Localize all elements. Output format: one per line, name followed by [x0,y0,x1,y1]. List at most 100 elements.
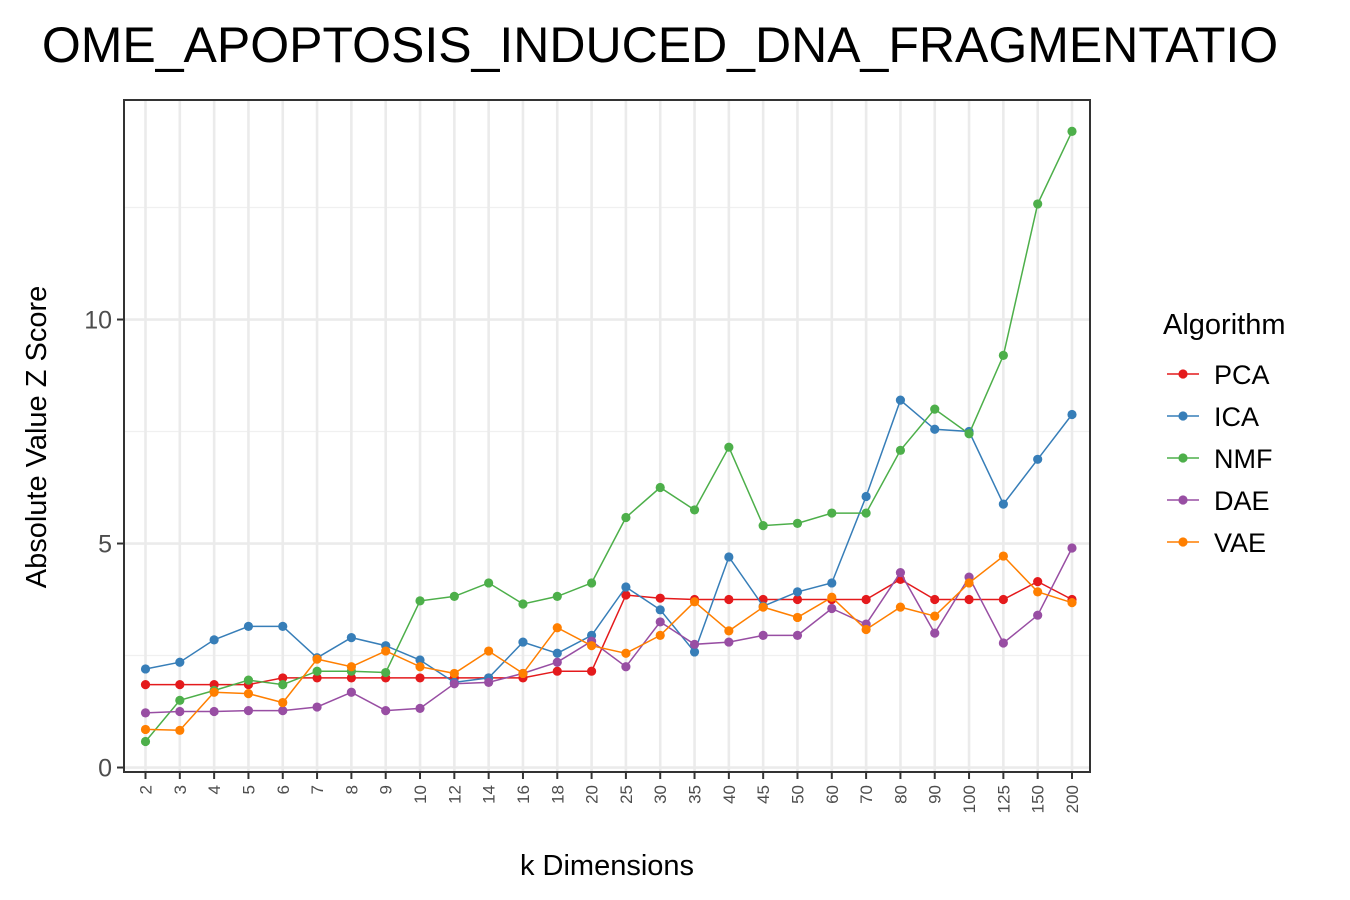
legend-title: Algorithm [1163,309,1286,341]
data-point-ica [209,635,219,645]
data-point-vae [140,724,151,735]
data-point-ica [243,621,254,632]
data-point-nmf [1033,199,1043,209]
data-point-vae [449,668,459,679]
data-point-vae [689,597,700,607]
chart-title: OME_APOPTOSIS_INDUCED_DNA_FRAGMENTATIO [42,17,1278,73]
x-tick-label: 45 [754,785,773,804]
x-tick-label: 70 [857,785,876,804]
x-tick-label: 35 [686,785,705,804]
data-point-pca [1033,577,1043,587]
data-point-ica [895,395,906,405]
data-point-pca [312,673,322,683]
x-tick-label: 18 [548,785,567,804]
data-point-dae [1033,610,1043,620]
data-point-vae [586,641,597,651]
x-tick-label: 25 [617,785,636,804]
data-point-ica [175,657,185,667]
data-point-pca [346,673,356,683]
data-point-nmf [827,508,837,518]
data-point-vae [552,623,562,633]
data-point-vae [415,662,425,672]
data-point-pca [861,594,871,605]
data-point-pca [655,593,665,603]
data-point-nmf [243,675,254,685]
data-point-dae [415,703,425,713]
data-point-pca [175,680,185,690]
x-tick-label: 4 [205,785,224,794]
data-point-pca [621,590,631,600]
legend-key-point [1178,369,1188,379]
data-point-vae [209,687,219,697]
data-point-vae [758,602,768,612]
legend-label: VAE [1214,528,1266,558]
data-point-vae [861,624,871,635]
data-point-ica [346,633,356,643]
series-line-vae [145,555,1073,732]
series-line-nmf [144,131,1073,742]
legend-item-pca: PCA [1167,360,1270,390]
data-point-vae [278,697,288,708]
plot-background [124,100,1090,772]
data-point-vae [312,654,322,664]
data-point-dae [243,706,254,716]
data-point-ica [655,605,665,615]
data-point-nmf [998,350,1008,360]
x-tick-label: 16 [514,785,533,804]
data-point-dae [792,630,803,640]
data-point-vae [621,648,631,658]
legend-key-point [1178,411,1188,421]
data-point-pca [998,594,1008,605]
data-point-ica [930,424,940,434]
data-point-dae [140,708,151,718]
data-point-nmf [312,666,322,676]
data-point-ica [689,647,700,657]
data-point-nmf [621,512,631,523]
data-point-nmf [895,445,906,455]
legend-key-point [1178,537,1188,547]
x-tick-label: 50 [789,785,808,804]
x-tick-label: 12 [445,785,464,804]
data-point-pca [140,680,151,690]
data-point-dae [689,639,700,649]
x-tick-label: 150 [1029,785,1048,813]
data-point-dae [930,628,940,638]
x-tick-label: 6 [274,785,293,794]
data-point-dae [998,638,1008,648]
data-point-nmf [1067,126,1077,136]
data-point-dae [827,603,837,614]
data-point-nmf [689,505,700,515]
data-point-nmf [552,591,562,601]
legend-label: ICA [1214,402,1259,432]
data-point-ica [621,582,631,592]
series-line-ica [145,398,1073,684]
legend: Algorithm PCA ICA NMF DAE VAE [1163,309,1286,558]
legend-item-ica: ICA [1167,402,1259,432]
data-point-nmf [861,508,871,518]
data-point-nmf [140,736,151,747]
data-point-nmf [278,680,288,690]
x-tick-label: 40 [720,785,739,804]
data-point-dae [621,662,631,672]
data-point-nmf [415,596,425,606]
x-tick-label: 80 [891,785,910,804]
data-point-dae [278,706,288,716]
data-point-vae [895,602,906,612]
data-point-vae [484,646,494,656]
data-point-dae [449,679,459,689]
data-point-ica [861,491,871,502]
data-point-pca [964,594,974,605]
data-point-dae [484,677,494,688]
series-ica [140,395,1077,688]
data-point-dae [552,657,562,667]
data-point-ica [552,648,562,658]
data-point-vae [1067,598,1077,608]
data-point-ica [827,578,837,588]
plot-panel-border [123,99,1091,773]
data-point-dae [312,702,322,712]
data-point-vae [1033,587,1043,597]
legend-label: PCA [1214,360,1270,390]
data-point-nmf [175,695,185,705]
